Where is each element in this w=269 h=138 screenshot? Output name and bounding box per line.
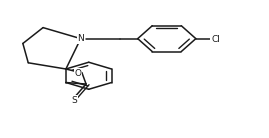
Text: O: O [75,69,82,78]
Text: Cl: Cl [211,35,220,44]
Text: S: S [71,96,77,105]
Text: N: N [77,34,84,43]
